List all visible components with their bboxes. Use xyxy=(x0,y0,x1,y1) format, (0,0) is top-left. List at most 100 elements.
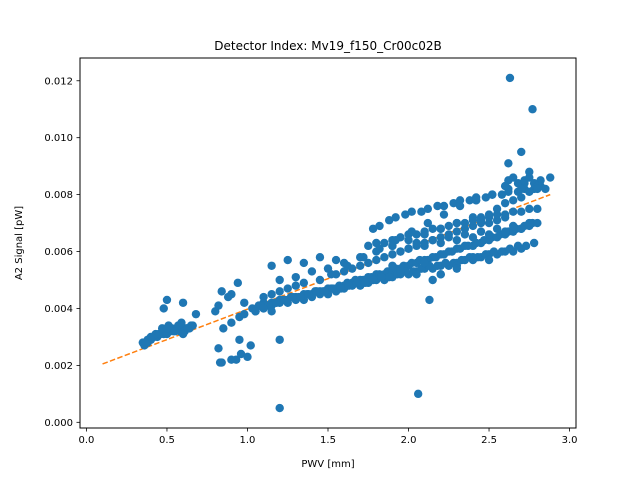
data-point xyxy=(468,233,478,242)
data-point xyxy=(407,227,416,236)
data-point xyxy=(500,210,510,219)
data-point xyxy=(528,105,537,114)
data-point xyxy=(452,227,462,236)
data-point xyxy=(449,198,458,208)
data-point xyxy=(372,255,381,265)
data-point xyxy=(283,255,292,265)
data-point xyxy=(497,247,507,256)
data-point xyxy=(471,196,481,205)
x-tick-label: 1.0 xyxy=(240,435,256,446)
data-point xyxy=(484,255,494,265)
data-point xyxy=(240,298,249,307)
data-point xyxy=(439,210,449,219)
data-points-layer xyxy=(138,73,555,413)
data-point xyxy=(359,253,368,262)
data-point xyxy=(223,292,233,302)
data-point xyxy=(215,358,225,367)
data-point xyxy=(304,290,313,299)
y-tick-label: 0.002 xyxy=(44,361,73,372)
data-point xyxy=(533,184,542,194)
data-point xyxy=(251,307,260,316)
data-point xyxy=(505,244,515,253)
data-point xyxy=(492,204,502,214)
y-axis: 0.000 0.002 0.004 0.006 0.008 0.010 0.012 xyxy=(44,76,80,429)
data-point xyxy=(162,324,172,333)
data-point xyxy=(236,349,246,359)
data-point xyxy=(343,261,352,270)
data-point xyxy=(428,224,437,233)
data-point xyxy=(141,338,151,347)
data-point xyxy=(436,238,445,248)
data-point xyxy=(296,292,305,302)
data-point xyxy=(259,304,268,313)
data-point xyxy=(320,287,329,296)
x-axis-label: PWV [mm] xyxy=(301,459,354,470)
data-point xyxy=(460,218,470,228)
data-point xyxy=(413,389,423,399)
data-point xyxy=(433,261,442,270)
data-point xyxy=(508,221,518,231)
x-tick-label: 2.0 xyxy=(401,435,417,446)
data-point xyxy=(240,309,249,319)
data-point xyxy=(525,167,534,177)
data-point xyxy=(401,210,410,219)
data-point xyxy=(517,193,526,202)
data-point xyxy=(476,216,486,225)
data-point xyxy=(517,224,526,233)
data-point xyxy=(214,344,223,353)
x-tick-label: 2.5 xyxy=(481,435,497,446)
data-point xyxy=(375,244,384,253)
data-point xyxy=(217,287,226,296)
data-point xyxy=(232,355,241,364)
x-tick-label: 0.0 xyxy=(78,435,94,446)
data-point xyxy=(425,295,434,305)
data-point xyxy=(420,230,429,239)
x-tick-label: 0.5 xyxy=(159,435,175,446)
data-point xyxy=(328,284,338,293)
data-point xyxy=(525,187,534,196)
chart-title: Detector Index: Mv19_f150_Cr00c02B xyxy=(214,39,442,53)
data-point xyxy=(259,292,268,302)
data-point xyxy=(439,201,449,211)
data-point xyxy=(455,201,465,211)
data-point xyxy=(272,298,281,307)
data-point xyxy=(517,207,526,216)
data-point xyxy=(288,292,297,302)
data-point xyxy=(513,241,523,251)
data-point xyxy=(452,264,462,273)
data-point xyxy=(246,341,255,350)
data-point xyxy=(525,218,534,228)
data-point xyxy=(396,247,405,256)
data-point xyxy=(299,278,309,288)
data-point xyxy=(312,287,321,296)
data-point xyxy=(227,318,236,327)
data-point xyxy=(307,267,317,276)
data-point xyxy=(267,261,276,270)
data-point xyxy=(529,238,539,248)
data-point xyxy=(533,204,542,214)
data-point xyxy=(344,281,354,290)
y-tick-label: 0.000 xyxy=(44,418,73,429)
data-point xyxy=(546,173,555,182)
data-point xyxy=(331,255,341,265)
x-axis: 0.0 0.5 1.0 1.5 2.0 2.5 3.0 xyxy=(78,428,578,446)
data-point xyxy=(384,216,394,225)
data-point xyxy=(407,207,416,216)
data-point xyxy=(267,307,276,316)
x-tick-label: 1.5 xyxy=(320,435,336,446)
data-point xyxy=(356,261,365,270)
data-point xyxy=(360,278,370,288)
data-point xyxy=(468,213,478,222)
data-point xyxy=(170,327,180,336)
data-point xyxy=(521,241,531,251)
data-point xyxy=(417,207,426,216)
data-point xyxy=(468,253,478,262)
data-point xyxy=(444,233,453,242)
data-point xyxy=(323,264,333,273)
data-point xyxy=(391,213,400,222)
data-point xyxy=(162,295,172,305)
data-point xyxy=(441,258,450,268)
data-point xyxy=(283,284,292,293)
data-point xyxy=(384,272,394,282)
